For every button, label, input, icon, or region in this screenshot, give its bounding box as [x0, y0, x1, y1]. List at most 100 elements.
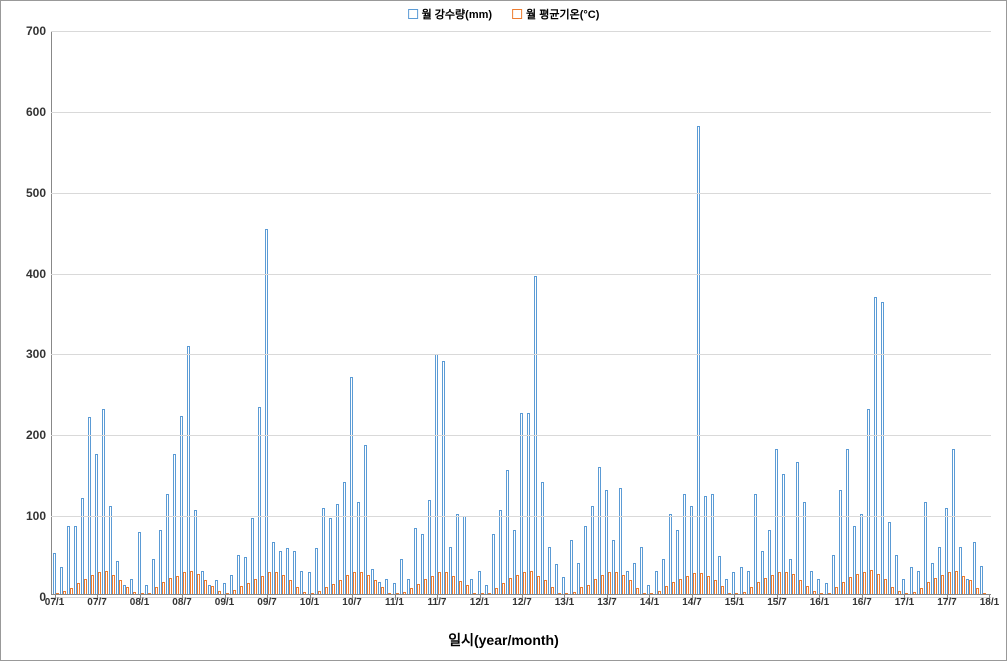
- grid-line: [51, 31, 991, 32]
- temperature-bar: [183, 572, 186, 595]
- temperature-bar: [615, 572, 618, 595]
- y-tick-label: 100: [16, 509, 46, 523]
- temperature-bar: [169, 578, 172, 595]
- temperature-bar: [289, 580, 292, 595]
- legend-box-precipitation: [408, 9, 418, 19]
- precipitation-bar: [910, 567, 913, 595]
- temperature-bar: [764, 578, 767, 595]
- chart-container: 월 강수량(mm) 월 평균기온(°C) 07/107/708/108/709/…: [0, 0, 1007, 661]
- precipitation-bar: [796, 462, 799, 595]
- precipitation-bar: [350, 377, 353, 595]
- temperature-bar: [268, 572, 271, 595]
- precipitation-bar: [520, 413, 523, 595]
- temperature-bar: [523, 572, 526, 595]
- x-tick-label: 07/7: [87, 597, 106, 608]
- temperature-bar: [537, 576, 540, 595]
- precipitation-bar: [102, 409, 105, 595]
- temperature-bar: [849, 577, 852, 595]
- temperature-bar: [197, 574, 200, 595]
- grid-line: [51, 354, 991, 355]
- precipitation-bar: [874, 297, 877, 595]
- temperature-bar: [693, 573, 696, 595]
- precipitation-bar: [846, 449, 849, 595]
- temperature-bar: [261, 576, 264, 595]
- precipitation-bar: [88, 417, 91, 595]
- temperature-bar: [367, 575, 370, 595]
- bars-container: [51, 31, 991, 595]
- x-tick-label: 11/1: [385, 597, 404, 608]
- y-tick-label: 200: [16, 428, 46, 442]
- x-axis: 07/107/708/108/709/109/710/110/711/111/7…: [51, 595, 991, 615]
- x-tick-label: 17/7: [937, 597, 956, 608]
- temperature-bar: [941, 575, 944, 595]
- plot-area: [51, 31, 991, 595]
- temperature-bar: [98, 572, 101, 595]
- temperature-bar: [431, 576, 434, 595]
- precipitation-bar: [173, 454, 176, 596]
- precipitation-bar: [570, 540, 573, 595]
- x-tick-label: 18/1: [980, 597, 999, 608]
- precipitation-bar: [980, 566, 983, 595]
- temperature-bar: [884, 579, 887, 595]
- grid-line: [51, 274, 991, 275]
- temperature-bar: [204, 580, 207, 595]
- precipitation-bar: [67, 526, 70, 595]
- temperature-bar: [374, 580, 377, 595]
- precipitation-bar: [492, 534, 495, 595]
- precipitation-bar: [754, 494, 757, 595]
- temperature-bar: [870, 570, 873, 595]
- temperature-bar: [785, 572, 788, 595]
- temperature-bar: [856, 574, 859, 595]
- temperature-bar: [778, 572, 781, 595]
- y-tick-label: 700: [16, 24, 46, 38]
- x-tick-label: 09/1: [215, 597, 234, 608]
- precipitation-bar: [364, 445, 367, 595]
- grid-line: [51, 516, 991, 517]
- temperature-bar: [459, 581, 462, 595]
- y-tick-label: 600: [16, 105, 46, 119]
- temperature-bar: [622, 575, 625, 595]
- x-tick-label: 14/1: [640, 597, 659, 608]
- x-tick-label: 15/7: [767, 597, 786, 608]
- temperature-bar: [863, 572, 866, 595]
- temperature-bar: [530, 571, 533, 595]
- temperature-bar: [608, 572, 611, 595]
- y-tick-label: 300: [16, 347, 46, 361]
- x-tick-label: 13/7: [597, 597, 616, 608]
- temperature-bar: [339, 580, 342, 595]
- temperature-bar: [934, 578, 937, 595]
- precipitation-bar: [265, 229, 268, 595]
- temperature-bar: [119, 580, 122, 595]
- precipitation-bar: [463, 516, 466, 595]
- temperature-bar: [799, 580, 802, 595]
- x-tick-label: 14/7: [682, 597, 701, 608]
- temperature-bar: [91, 575, 94, 595]
- precipitation-bar: [180, 416, 183, 596]
- grid-line: [51, 435, 991, 436]
- temperature-bar: [105, 571, 108, 595]
- x-tick-label: 16/7: [852, 597, 871, 608]
- y-tick-label: 0: [16, 590, 46, 604]
- precipitation-bar: [308, 572, 311, 595]
- precipitation-bar: [315, 548, 318, 595]
- temperature-bar: [190, 571, 193, 595]
- x-tick-label: 17/1: [895, 597, 914, 608]
- temperature-bar: [438, 572, 441, 595]
- precipitation-bar: [640, 547, 643, 596]
- precipitation-bar: [555, 564, 558, 595]
- x-tick-label: 12/1: [470, 597, 489, 608]
- precipitation-bar: [541, 482, 544, 595]
- precipitation-bar: [53, 553, 56, 595]
- precipitation-bar: [881, 302, 884, 595]
- temperature-bar: [544, 580, 547, 595]
- precipitation-bar: [888, 522, 891, 595]
- temperature-bar: [679, 579, 682, 595]
- x-tick-label: 07/1: [45, 597, 64, 608]
- temperature-bar: [254, 579, 257, 595]
- temperature-bar: [452, 576, 455, 595]
- legend-label-temperature: 월 평균기온(°C): [526, 6, 599, 22]
- temperature-bar: [629, 580, 632, 595]
- temperature-bar: [771, 575, 774, 595]
- temperature-bar: [275, 572, 278, 595]
- temperature-bar: [509, 578, 512, 595]
